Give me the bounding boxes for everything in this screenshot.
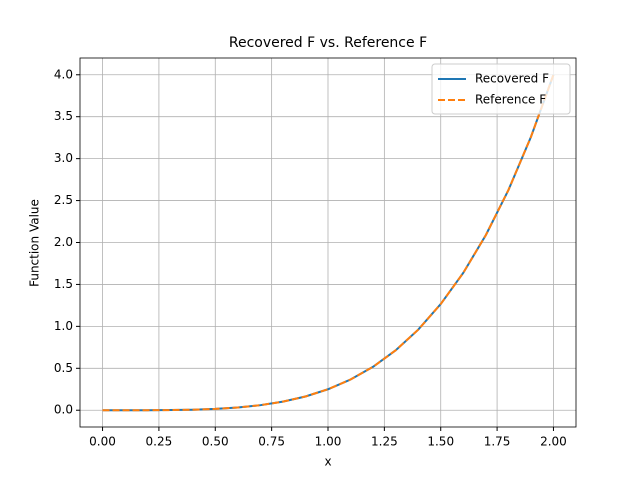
- x-tick-label: 1.25: [371, 435, 398, 449]
- x-tick-label: 2.00: [540, 435, 567, 449]
- y-tick-label: 1.0: [54, 319, 73, 333]
- y-tick-label: 1.5: [54, 277, 73, 291]
- x-tick-label: 0.00: [89, 435, 116, 449]
- x-tick-label: 1.00: [315, 435, 342, 449]
- y-tick-label: 0.0: [54, 403, 73, 417]
- y-tick-label: 4.0: [54, 67, 73, 81]
- line-series: [102, 74, 555, 412]
- y-tick-label: 2.0: [54, 235, 73, 249]
- chart-title: Recovered F vs. Reference F: [229, 35, 427, 51]
- y-tick-label: 3.0: [54, 151, 73, 165]
- legend-box: [431, 63, 571, 115]
- plot-frame: [79, 57, 577, 428]
- x-tick-label: 1.75: [484, 435, 511, 449]
- legend-label: Recovered F: [475, 72, 549, 86]
- y-tick-label: 3.5: [54, 109, 73, 123]
- y-axis-label: Function Value: [28, 199, 42, 287]
- y-tick-label: 2.5: [54, 193, 73, 207]
- x-tick-label: 1.50: [427, 435, 454, 449]
- y-tick-label: 0.5: [54, 361, 73, 375]
- x-tick-label: 0.50: [202, 435, 229, 449]
- x-tick-label: 0.75: [258, 435, 285, 449]
- x-tick-label: 0.25: [146, 435, 173, 449]
- x-axis-label: x: [324, 455, 331, 469]
- legend-label: Reference F: [475, 93, 546, 107]
